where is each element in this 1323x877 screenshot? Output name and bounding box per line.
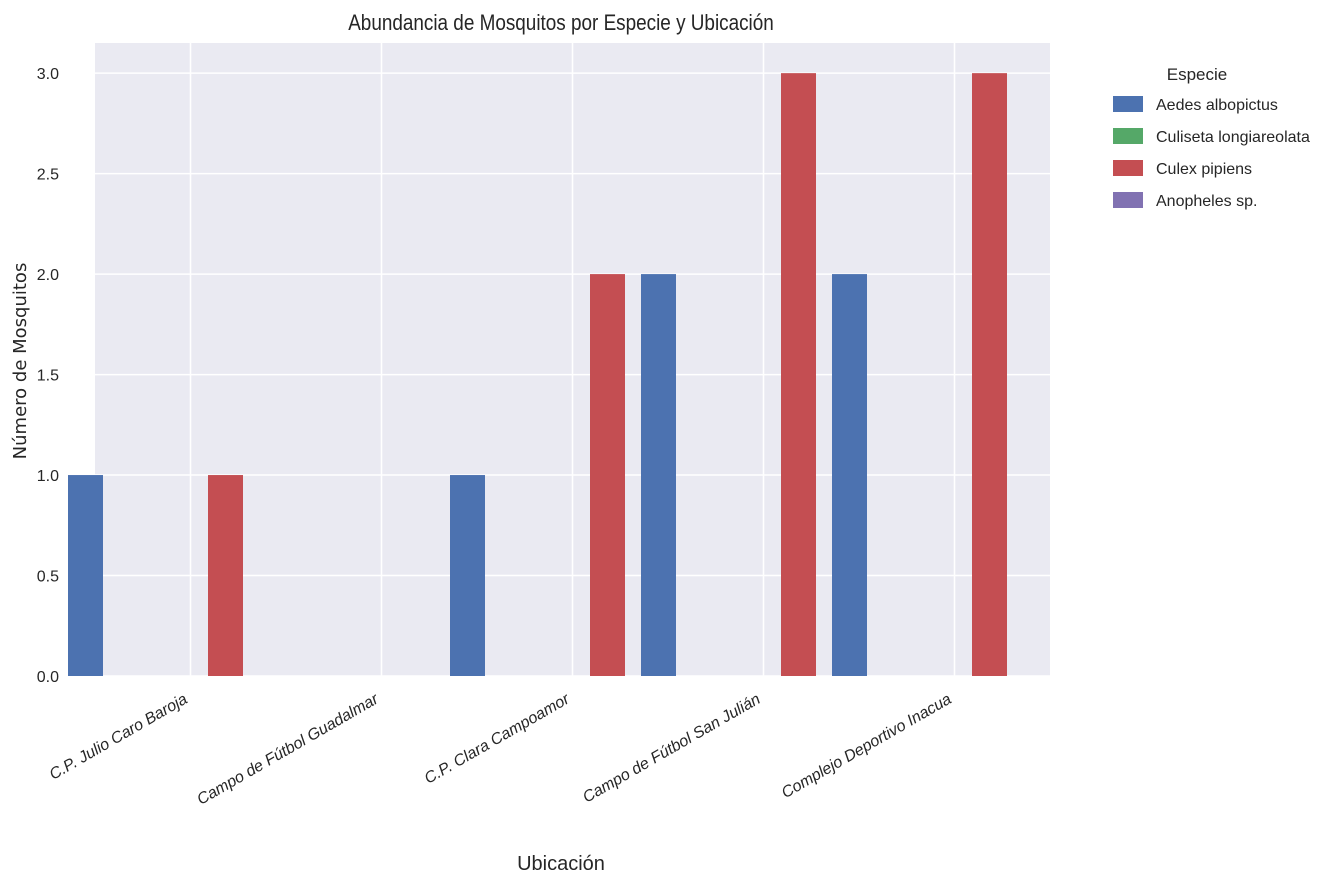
x-tick-label: Campo de Fútbol Guadalmar: [194, 690, 382, 808]
legend-item-label: Culex pipiens: [1156, 161, 1252, 178]
y-axis-label: Número de Mosquitos: [10, 263, 31, 460]
legend-title: Especie: [1167, 65, 1227, 84]
bar: [590, 274, 625, 676]
bar: [450, 475, 485, 676]
legend-item-label: Aedes albopictus: [1156, 97, 1278, 114]
y-tick-label: 2.5: [37, 167, 59, 184]
bar: [68, 475, 103, 676]
bars: [68, 73, 1007, 676]
bar: [832, 274, 867, 676]
legend-swatch: [1113, 160, 1143, 176]
x-tick-label: C.P. Clara Campoamor: [422, 690, 573, 787]
legend-swatch: [1113, 192, 1143, 208]
legend-item-label: Culiseta longiareolata: [1156, 129, 1310, 146]
y-tick-labels: 0.0 0.5 1.0 1.5 2.0 2.5 3.0: [37, 66, 59, 686]
x-tick-label: Complejo Deportivo Inacua: [779, 691, 955, 802]
legend-item-label: Anopheles sp.: [1156, 193, 1257, 210]
bar: [972, 73, 1007, 676]
grid-lines: [95, 43, 1050, 677]
x-axis-label: Ubicación: [517, 853, 605, 875]
y-tick-label: 0.5: [37, 569, 59, 586]
legend: Especie Aedes albopictus Culiseta longiar…: [1113, 65, 1310, 210]
y-tick-label: 0.0: [37, 669, 59, 686]
y-tick-label: 1.0: [37, 468, 59, 485]
legend-swatch: [1113, 96, 1143, 112]
legend-swatch: [1113, 128, 1143, 144]
bar: [641, 274, 676, 676]
x-tick-labels: C.P. Julio Caro Baroja Campo de Fútbol Gu…: [47, 690, 955, 808]
x-tick-label: C.P. Julio Caro Baroja: [47, 691, 191, 784]
y-tick-label: 1.5: [37, 368, 59, 385]
chart-title: Abundancia de Mosquitos por Especie y Ub…: [348, 11, 774, 36]
y-tick-label: 2.0: [37, 267, 59, 284]
bar: [208, 475, 243, 676]
x-tick-label: Campo de Fútbol San Julián: [580, 691, 763, 807]
y-tick-label: 3.0: [37, 66, 59, 83]
bar: [781, 73, 816, 676]
